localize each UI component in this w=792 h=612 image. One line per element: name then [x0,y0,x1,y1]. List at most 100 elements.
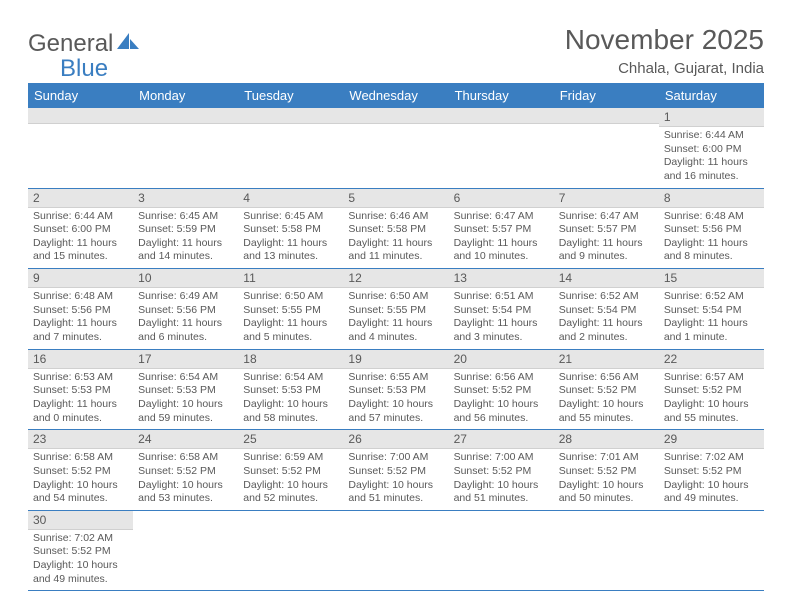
calendar-cell: 21Sunrise: 6:56 AMSunset: 5:52 PMDayligh… [554,349,659,430]
calendar-cell: 5Sunrise: 6:46 AMSunset: 5:58 PMDaylight… [343,188,448,269]
sunset-line: Sunset: 5:54 PM [664,304,742,316]
day-body: Sunrise: 6:52 AMSunset: 5:54 PMDaylight:… [554,288,659,349]
day-number-empty [554,108,659,124]
sunrise-line: Sunrise: 7:02 AM [664,451,744,463]
calendar-cell: 13Sunrise: 6:51 AMSunset: 5:54 PMDayligh… [449,269,554,350]
sunset-line: Sunset: 5:53 PM [138,384,216,396]
day-number: 17 [133,350,238,369]
sunset-line: Sunset: 5:53 PM [348,384,426,396]
day-body: Sunrise: 7:00 AMSunset: 5:52 PMDaylight:… [343,449,448,510]
daylight-line: Daylight: 11 hours and 10 minutes. [454,237,538,263]
calendar-cell: 27Sunrise: 7:00 AMSunset: 5:52 PMDayligh… [449,430,554,511]
day-body: Sunrise: 7:02 AM Sunset: 5:52 PM Daylight:… [659,449,764,510]
daylight-line: Daylight: 10 hours and 51 minutes. [348,479,433,505]
day-number: 20 [449,350,554,369]
weekday-header: Tuesday [238,83,343,108]
calendar-row: 1Sunrise: 6:44 AMSunset: 6:00 PMDaylight… [28,108,764,188]
day-number-empty [343,108,448,124]
calendar-cell: 23Sunrise: 6:58 AMSunset: 5:52 PMDayligh… [28,430,133,511]
day-number-empty [449,108,554,124]
calendar-cell: 11Sunrise: 6:50 AMSunset: 5:55 PMDayligh… [238,269,343,350]
calendar-cell: 4Sunrise: 6:45 AMSunset: 5:58 PMDaylight… [238,188,343,269]
day-number: 15 [659,269,764,288]
day-number: 12 [343,269,448,288]
calendar-cell: 2Sunrise: 6:44 AMSunset: 6:00 PMDaylight… [28,188,133,269]
calendar-cell: 19Sunrise: 6:55 AMSunset: 5:53 PMDayligh… [343,349,448,430]
calendar-cell: 20Sunrise: 6:56 AMSunset: 5:52 PMDayligh… [449,349,554,430]
sunset-line: Sunset: 6:00 PM [664,143,742,155]
sunset-line: Sunset: 5:58 PM [348,223,426,235]
day-number: 4 [238,189,343,208]
weekday-header: Sunday [28,83,133,108]
calendar-cell-empty [343,108,448,188]
day-number: 6 [449,189,554,208]
day-number: 3 [133,189,238,208]
day-number-empty [133,108,238,124]
day-body: Sunrise: 6:59 AMSunset: 5:52 PMDaylight:… [238,449,343,510]
sunrise-line: Sunrise: 6:59 AM [243,451,323,463]
sunrise-line: Sunrise: 6:44 AM [664,129,744,141]
sunrise-line: Sunrise: 7:02 AM [33,532,113,544]
sunrise-line: Sunrise: 6:45 AM [243,210,323,222]
sunset-line: Sunset: 5:53 PM [243,384,321,396]
daylight-line: Daylight: 11 hours and 1 minute. [664,317,748,343]
day-body: Sunrise: 6:45 AMSunset: 5:59 PMDaylight:… [133,208,238,269]
calendar-cell-empty [659,510,764,591]
day-number: 16 [28,350,133,369]
day-body: Sunrise: 6:58 AMSunset: 5:52 PMDaylight:… [133,449,238,510]
sunrise-line: Sunrise: 6:52 AM [664,290,744,302]
sunset-line: Sunset: 6:00 PM [33,223,111,235]
calendar-cell: 26Sunrise: 7:00 AMSunset: 5:52 PMDayligh… [343,430,448,511]
calendar-row: 30Sunrise: 7:02 AMSunset: 5:52 PMDayligh… [28,510,764,591]
daylight-line: Daylight: 11 hours and 9 minutes. [559,237,643,263]
calendar-cell: 29Sunrise: 7:02 AMSunset: 5:52 PMDayligh… [659,430,764,511]
daylight-line: Daylight: 10 hours and 49 minutes. [664,479,749,505]
sunrise-line: Sunrise: 6:44 AM [33,210,113,222]
calendar-table: SundayMondayTuesdayWednesdayThursdayFrid… [28,83,764,591]
calendar-cell: 18Sunrise: 6:54 AMSunset: 5:53 PMDayligh… [238,349,343,430]
calendar-cell-empty [449,510,554,591]
sunset-line: Sunset: 5:56 PM [138,304,216,316]
daylight-line: Daylight: 10 hours and 49 minutes. [33,559,118,585]
sunrise-line: Sunrise: 6:48 AM [664,210,744,222]
day-body: Sunrise: 6:54 AMSunset: 5:53 PMDaylight:… [133,369,238,430]
day-number: 28 [554,430,659,449]
calendar-cell: 12Sunrise: 6:50 AMSunset: 5:55 PMDayligh… [343,269,448,350]
calendar-cell: 3Sunrise: 6:45 AMSunset: 5:59 PMDaylight… [133,188,238,269]
daylight-line: Daylight: 10 hours and 58 minutes. [243,398,328,424]
day-number: 7 [554,189,659,208]
daylight-line: Daylight: 11 hours and 4 minutes. [348,317,432,343]
logo-word2: Blue [60,55,108,83]
sunset-line: Sunset: 5:58 PM [243,223,321,235]
sunset-line: Sunset: 5:52 PM [664,465,742,477]
day-body: Sunrise: 6:50 AMSunset: 5:55 PMDaylight:… [238,288,343,349]
sunset-line: Sunset: 5:52 PM [33,465,111,477]
daylight-line: Daylight: 11 hours and 6 minutes. [138,317,222,343]
day-number: 9 [28,269,133,288]
sunset-line: Sunset: 5:55 PM [243,304,321,316]
calendar-cell: 10Sunrise: 6:49 AMSunset: 5:56 PMDayligh… [133,269,238,350]
sunrise-line: Sunrise: 6:58 AM [138,451,218,463]
day-number: 1 [659,108,764,127]
calendar-cell-empty [133,510,238,591]
daylight-line: Daylight: 11 hours and 2 minutes. [559,317,643,343]
sunrise-line: Sunrise: 6:47 AM [454,210,534,222]
sunset-line: Sunset: 5:52 PM [33,545,111,557]
day-number: 24 [133,430,238,449]
sunrise-line: Sunrise: 6:52 AM [559,290,639,302]
sunrise-line: Sunrise: 7:01 AM [559,451,639,463]
daylight-line: Daylight: 10 hours and 52 minutes. [243,479,328,505]
day-body: Sunrise: 6:46 AMSunset: 5:58 PMDaylight:… [343,208,448,269]
sail-icon [117,33,139,51]
day-body: Sunrise: 6:57 AMSunset: 5:52 PMDaylight:… [659,369,764,430]
day-number: 22 [659,350,764,369]
day-body: Sunrise: 6:48 AMSunset: 5:56 PMDaylight:… [659,208,764,269]
day-body: Sunrise: 6:55 AMSunset: 5:53 PMDaylight:… [343,369,448,430]
sunset-line: Sunset: 5:56 PM [664,223,742,235]
weekday-header: Saturday [659,83,764,108]
day-number: 23 [28,430,133,449]
day-body: Sunrise: 6:54 AMSunset: 5:53 PMDaylight:… [238,369,343,430]
calendar-row: 2Sunrise: 6:44 AMSunset: 6:00 PMDaylight… [28,188,764,269]
daylight-line: Daylight: 11 hours and 5 minutes. [243,317,327,343]
sunrise-line: Sunrise: 6:50 AM [348,290,428,302]
